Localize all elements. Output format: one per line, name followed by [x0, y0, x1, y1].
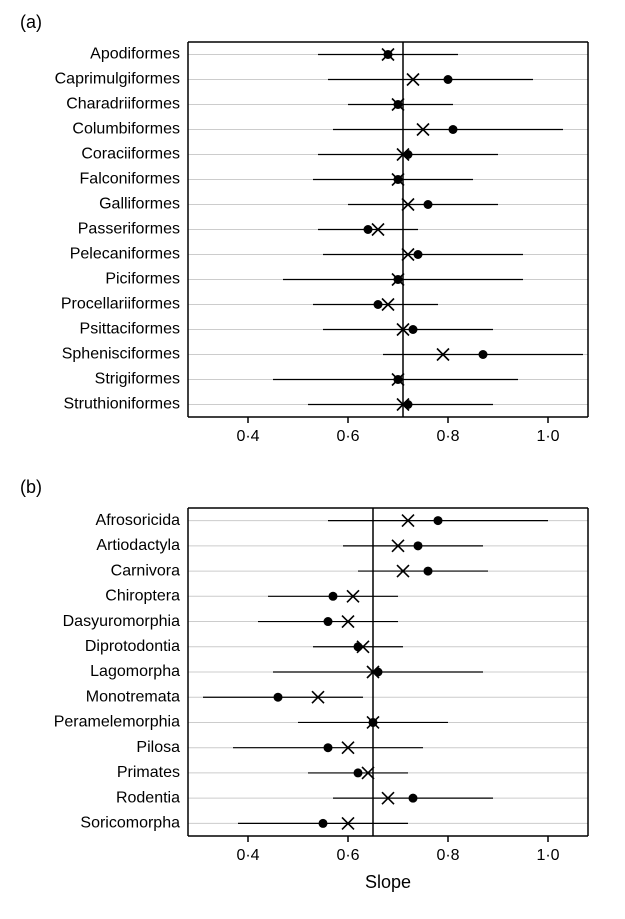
- category-label: Falconiformes: [80, 171, 180, 188]
- panel-label: (a): [20, 12, 42, 32]
- dot-marker: [319, 819, 328, 828]
- dot-marker: [374, 300, 383, 309]
- dot-marker: [274, 693, 283, 702]
- dot-marker: [449, 125, 458, 134]
- category-label: Soricomorpha: [80, 815, 180, 832]
- dot-marker: [409, 325, 418, 334]
- category-label: Lagomorpha: [90, 663, 180, 680]
- category-label: Rodentia: [116, 789, 180, 806]
- x-tick-label: 0·8: [436, 847, 459, 864]
- category-label: Peramelemorphia: [54, 714, 180, 731]
- dot-marker: [329, 592, 338, 601]
- x-tick-label: 0·4: [236, 428, 259, 445]
- category-label: Psittaciformes: [80, 321, 180, 338]
- category-label: Primates: [117, 764, 180, 781]
- dot-marker: [364, 225, 373, 234]
- x-tick-label: 0·6: [336, 428, 359, 445]
- category-label: Pelecaniformes: [70, 246, 180, 263]
- category-label: Charadriiformes: [66, 96, 180, 113]
- dot-marker: [324, 617, 333, 626]
- category-label: Coraciiformes: [81, 146, 180, 163]
- dot-marker: [384, 50, 393, 59]
- category-label: Pilosa: [136, 739, 180, 756]
- category-label: Afrosoricida: [96, 512, 181, 529]
- dot-marker: [394, 175, 403, 184]
- forest-plot-figure: (a) Apodiformes Caprimulgiformes Charadriif…: [0, 0, 625, 919]
- category-label: Carnivora: [111, 562, 180, 579]
- x-tick-label: 0·8: [436, 428, 459, 445]
- dot-marker: [444, 75, 453, 84]
- dot-marker: [424, 567, 433, 576]
- category-label: Sphenisciformes: [62, 346, 180, 363]
- category-label: Monotremata: [86, 688, 180, 705]
- x-tick-label: 1·0: [536, 428, 559, 445]
- category-label: Piciformes: [105, 271, 180, 288]
- dot-marker: [354, 642, 363, 651]
- category-label: Artiodactyla: [96, 537, 180, 554]
- x-tick-label: 0·6: [336, 847, 359, 864]
- dot-marker: [394, 275, 403, 284]
- dot-marker: [434, 516, 443, 525]
- x-tick-label: 1·0: [536, 847, 559, 864]
- dot-marker: [404, 150, 413, 159]
- x-tick-label: 0·4: [236, 847, 259, 864]
- dot-marker: [324, 743, 333, 752]
- category-label: Dasyuromorphia: [63, 613, 180, 630]
- dot-marker: [404, 400, 413, 409]
- dot-marker: [354, 768, 363, 777]
- x-axis-title: Slope: [365, 872, 411, 892]
- dot-marker: [414, 250, 423, 259]
- category-label: Struthioniformes: [64, 396, 181, 413]
- category-label: Apodiformes: [90, 46, 180, 63]
- dot-marker: [394, 375, 403, 384]
- dot-marker: [409, 794, 418, 803]
- dot-marker: [479, 350, 488, 359]
- category-label: Galliformes: [99, 196, 180, 213]
- category-label: Columbiformes: [72, 121, 180, 138]
- dot-marker: [414, 541, 423, 550]
- category-label: Passeriformes: [78, 221, 180, 238]
- dot-marker: [424, 200, 433, 209]
- dot-marker: [394, 100, 403, 109]
- dot-marker: [369, 718, 378, 727]
- category-label: Strigiformes: [95, 371, 180, 388]
- category-label: Caprimulgiformes: [55, 71, 180, 88]
- dot-marker: [374, 668, 383, 677]
- category-label: Procellariiformes: [61, 296, 180, 313]
- category-label: Chiroptera: [105, 588, 180, 605]
- panel-label: (b): [20, 477, 42, 497]
- category-label: Diprotodontia: [85, 638, 180, 655]
